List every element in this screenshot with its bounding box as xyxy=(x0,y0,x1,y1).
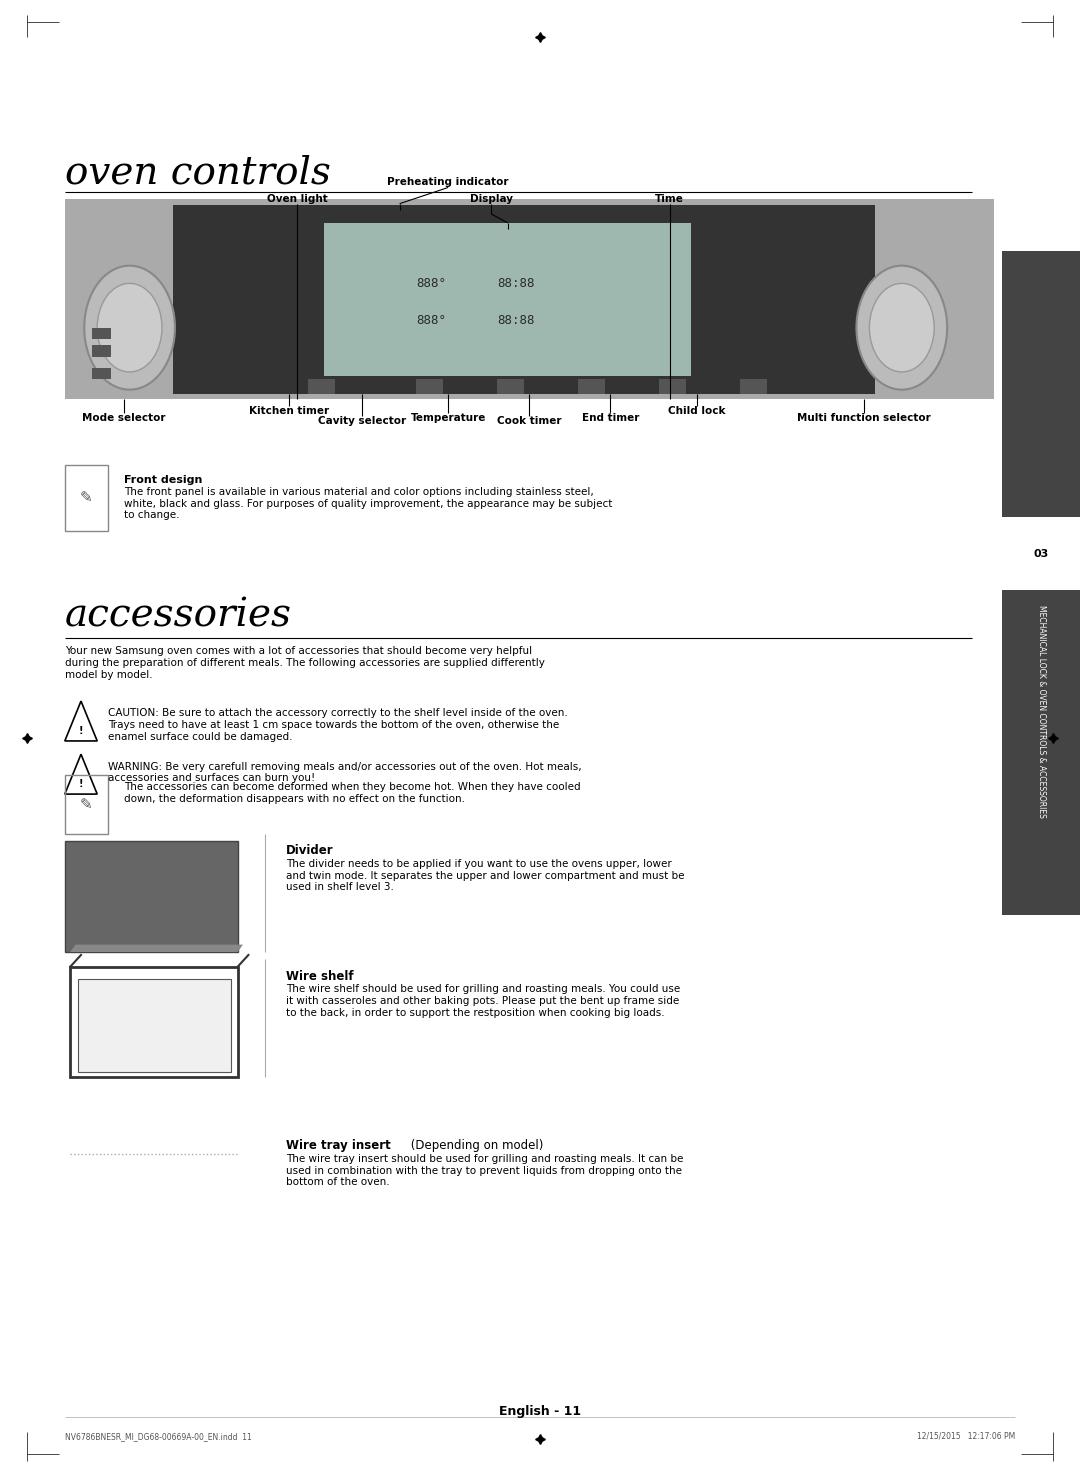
Bar xyxy=(92,345,111,357)
Bar xyxy=(173,205,875,394)
Text: The wire tray insert should be used for grilling and roasting meals. It can be
u: The wire tray insert should be used for … xyxy=(286,1154,684,1187)
Bar xyxy=(78,979,231,1072)
Text: The wire shelf should be used for grilling and roasting meals. You could use
it : The wire shelf should be used for grilli… xyxy=(286,984,680,1017)
Bar xyxy=(740,379,767,394)
Bar xyxy=(416,379,443,394)
Text: (Depending on model): (Depending on model) xyxy=(407,1139,543,1153)
Bar xyxy=(308,379,335,394)
Circle shape xyxy=(97,283,162,372)
Text: Preheating indicator: Preheating indicator xyxy=(388,177,509,187)
Text: Oven light: Oven light xyxy=(267,193,327,204)
Text: The accessories can become deformed when they become hot. When they have cooled
: The accessories can become deformed when… xyxy=(124,782,581,804)
Text: oven controls: oven controls xyxy=(65,155,330,192)
Text: English - 11: English - 11 xyxy=(499,1405,581,1418)
Bar xyxy=(65,465,108,531)
Circle shape xyxy=(856,266,947,390)
Text: 888°: 888° xyxy=(416,277,446,289)
Text: Cavity selector: Cavity selector xyxy=(318,416,406,427)
Bar xyxy=(65,775,108,834)
Bar xyxy=(65,841,238,952)
Text: Wire tray insert: Wire tray insert xyxy=(286,1139,391,1153)
Text: Mode selector: Mode selector xyxy=(82,413,166,424)
Text: 88:88: 88:88 xyxy=(497,314,535,326)
Text: Display: Display xyxy=(470,193,513,204)
Text: 88:88: 88:88 xyxy=(497,277,535,289)
Polygon shape xyxy=(70,945,243,952)
Bar xyxy=(70,967,238,1077)
Text: Cook timer: Cook timer xyxy=(497,416,562,427)
Bar xyxy=(578,379,605,394)
Text: !: ! xyxy=(79,779,83,788)
Text: 12/15/2015   12:17:06 PM: 12/15/2015 12:17:06 PM xyxy=(917,1432,1015,1441)
Text: Child lock: Child lock xyxy=(667,406,726,416)
Text: Your new Samsung oven comes with a lot of accessories that should become very he: Your new Samsung oven comes with a lot o… xyxy=(65,646,544,679)
Text: Divider: Divider xyxy=(286,844,334,858)
Text: Front design: Front design xyxy=(124,475,203,486)
Text: 03: 03 xyxy=(1034,549,1049,558)
Text: The front panel is available in various material and color options including sta: The front panel is available in various … xyxy=(124,487,612,520)
Bar xyxy=(1002,251,1080,915)
Text: accessories: accessories xyxy=(65,598,292,635)
Text: Wire shelf: Wire shelf xyxy=(286,970,354,983)
Text: 888°: 888° xyxy=(416,314,446,326)
Circle shape xyxy=(84,266,175,390)
Bar xyxy=(324,223,691,376)
Text: The divider needs to be applied if you want to use the ovens upper, lower
and tw: The divider needs to be applied if you w… xyxy=(286,859,685,892)
Circle shape xyxy=(869,283,934,372)
Text: Kitchen timer: Kitchen timer xyxy=(249,406,329,416)
Bar xyxy=(92,368,111,379)
Bar xyxy=(92,328,111,339)
Text: Temperature: Temperature xyxy=(410,413,486,424)
Bar xyxy=(65,199,994,399)
Bar xyxy=(497,379,524,394)
Text: MECHANICAL LOCK & OVEN CONTROLS & ACCESSORIES: MECHANICAL LOCK & OVEN CONTROLS & ACCESS… xyxy=(1037,605,1045,818)
Text: CAUTION: Be sure to attach the accessory correctly to the shelf level inside of : CAUTION: Be sure to attach the accessory… xyxy=(108,708,568,741)
Text: WARNING: Be very carefull removing meals and/or accessories out of the oven. Hot: WARNING: Be very carefull removing meals… xyxy=(108,762,582,784)
Text: ✎: ✎ xyxy=(80,797,93,812)
Text: NV6786BNESR_MI_DG68-00669A-00_EN.indd  11: NV6786BNESR_MI_DG68-00669A-00_EN.indd 11 xyxy=(65,1432,252,1441)
Bar xyxy=(1002,517,1080,590)
Text: Time: Time xyxy=(656,193,684,204)
Text: Multi function selector: Multi function selector xyxy=(797,413,931,424)
Text: ✎: ✎ xyxy=(80,490,93,505)
Text: End timer: End timer xyxy=(581,413,639,424)
Bar xyxy=(659,379,686,394)
Text: !: ! xyxy=(79,726,83,735)
